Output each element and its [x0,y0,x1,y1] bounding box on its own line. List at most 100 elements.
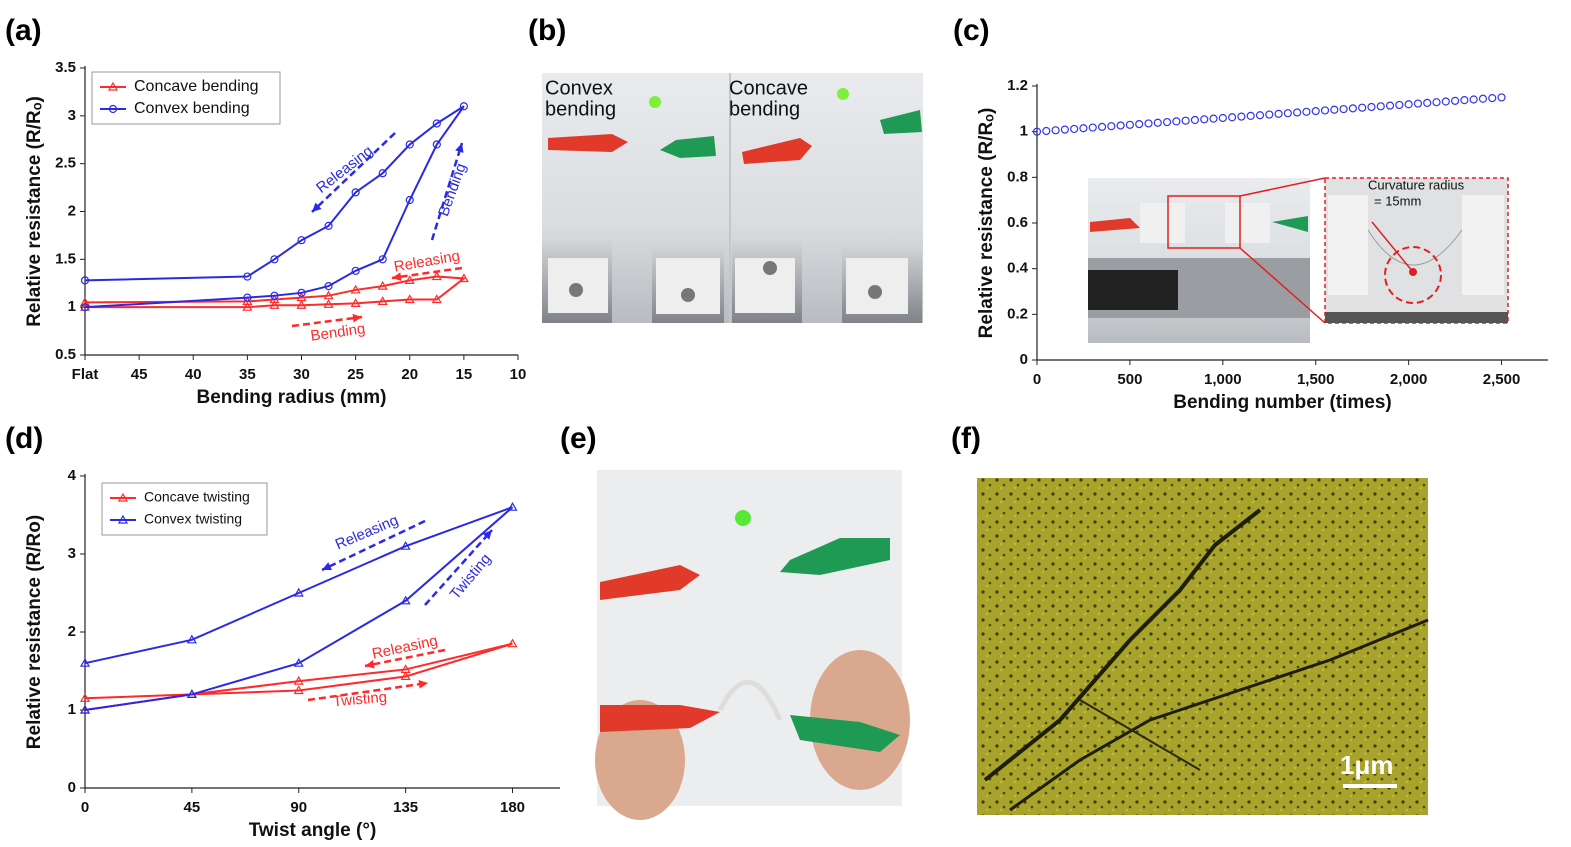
annotation: Releasing [313,142,376,196]
marker [1385,101,1395,110]
marker [378,169,387,178]
marker [1097,122,1107,131]
y-tick-label: 0.5 [55,346,76,363]
marker [1358,103,1367,112]
annotation-arrowhead [365,659,375,669]
panel-label: (f) [951,422,981,455]
marker [270,291,279,300]
annotation-arrowhead [352,313,362,323]
marker [79,693,91,702]
y-tick-label: 1.5 [55,250,76,267]
marker [79,704,91,714]
marker [296,292,307,302]
marker [1172,117,1181,126]
marker [1079,124,1088,133]
marker [400,595,411,605]
x-tick-label: 35 [239,366,256,383]
marker [80,276,90,285]
marker [405,195,414,205]
y-tick-label: 2.5 [55,155,76,172]
marker [1218,113,1227,123]
photo-label: = 15mm [1374,193,1421,208]
x-tick-label: 500 [1117,371,1142,388]
marker [1135,120,1144,129]
legend-box [91,71,281,125]
x-tick-label: 0 [1033,371,1041,388]
legend-label: Concave twisting [144,489,250,505]
annotation-arrow [424,529,493,606]
marker [1330,105,1339,114]
photo-label: bending [729,98,800,120]
x-tick-label: 45 [184,799,201,816]
x-axis-title: Bending number (times) [1173,392,1392,413]
marker [1116,121,1125,130]
marker [404,275,415,284]
marker [431,271,442,281]
marker [1441,97,1450,106]
panel-label: (a) [5,14,42,47]
marker [243,293,252,302]
legend-box [101,482,268,536]
y-tick-label: 1 [1020,123,1028,140]
marker [1469,95,1478,104]
annotation: Releasing [370,632,439,663]
annotation-arrow [311,132,396,213]
annotation-arrowhead [455,143,464,153]
marker [269,300,280,309]
marker [1432,98,1441,107]
marker [1302,107,1311,116]
marker [432,140,441,149]
photo-label: Curvature radius [1368,177,1465,192]
y-tick-label: 1 [68,701,76,718]
y-axis-title: Relative resistance (R/Rₒ) [976,108,997,339]
y-tick-label: 1 [68,298,76,315]
annotation-arrow [430,142,464,241]
marker [270,255,279,264]
marker [1070,124,1079,134]
marker [1404,100,1413,109]
marker [1460,96,1469,105]
marker [296,300,307,309]
annotation-arrowhead [392,272,402,282]
marker [1209,114,1218,123]
marker [1144,119,1153,128]
annotation: Releasing [333,512,401,554]
marker [1153,118,1162,127]
marker [1060,125,1069,134]
y-tick-label: 0.8 [1007,168,1028,185]
x-tick-label: 15 [456,366,473,383]
marker [80,303,90,312]
annotation: Releasing [393,247,462,275]
marker [117,492,129,502]
y-tick-label: 0 [68,779,76,796]
marker [1376,102,1385,111]
series-line [84,642,513,711]
marker [1162,117,1172,127]
y-tick-label: 3 [68,545,76,562]
marker [1339,104,1348,114]
marker [1450,96,1460,105]
photo-label: bending [545,98,616,120]
marker [323,290,334,300]
marker [293,657,304,667]
marker [507,638,518,648]
marker [431,294,442,304]
marker [293,685,304,695]
marker [1311,107,1320,116]
x-tick-label: 30 [293,366,310,383]
marker [458,273,469,283]
annotation-arrowhead [482,530,492,540]
annotation-arrow [391,266,463,280]
y-tick-label: 3 [68,107,76,124]
marker [1413,99,1423,108]
marker [293,587,304,597]
marker [1367,102,1376,112]
marker [186,634,197,644]
y-tick-label: 0 [1020,351,1028,368]
marker [297,288,306,297]
photo-label: Convex [545,77,613,99]
annotation-arrowhead [312,202,322,212]
marker [1497,93,1506,102]
x-tick-label: 2,000 [1390,371,1428,388]
